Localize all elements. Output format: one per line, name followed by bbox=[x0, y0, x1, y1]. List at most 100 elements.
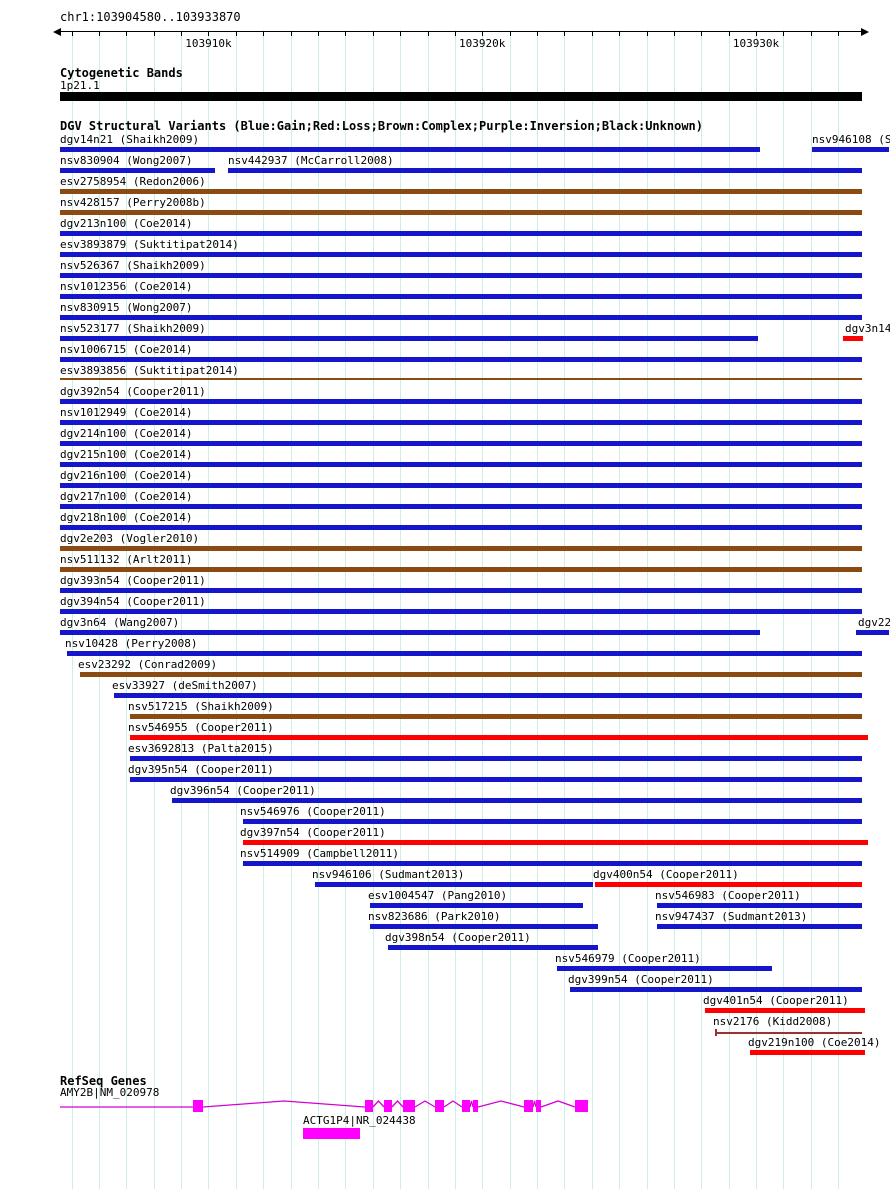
variant-bar[interactable] bbox=[60, 588, 862, 593]
variant-bar[interactable] bbox=[130, 756, 862, 761]
gene-exon[interactable] bbox=[384, 1100, 392, 1112]
variant-bar[interactable] bbox=[114, 693, 862, 698]
variant-label[interactable]: esv23292 (Conrad2009) bbox=[78, 658, 218, 671]
variant-label[interactable]: esv1004547 (Pang2010) bbox=[368, 889, 508, 902]
variant-bar[interactable] bbox=[60, 483, 862, 488]
variant-label[interactable]: dgv217n100 (Coe2014) bbox=[60, 490, 193, 503]
variant-label[interactable]: nsv514909 (Campbell2011) bbox=[240, 847, 399, 860]
variant-bar[interactable] bbox=[172, 798, 862, 803]
variant-label[interactable]: nsv511132 (Arlt2011) bbox=[60, 553, 193, 566]
variant-label[interactable]: esv3893856 (Suktitipat2014) bbox=[60, 364, 239, 377]
variant-bar[interactable] bbox=[370, 924, 598, 929]
variant-label[interactable]: nsv546979 (Cooper2011) bbox=[555, 952, 701, 965]
gene-exon[interactable] bbox=[365, 1100, 373, 1112]
gene-label[interactable]: ACTG1P4|NR_024438 bbox=[303, 1114, 416, 1127]
variant-label[interactable]: dgv219n100 (Coe2014) bbox=[748, 1036, 881, 1049]
variant-bar[interactable] bbox=[60, 567, 862, 572]
gene-exon[interactable] bbox=[536, 1100, 541, 1112]
variant-bar[interactable] bbox=[60, 147, 760, 152]
gene-exon[interactable] bbox=[403, 1100, 415, 1112]
variant-label[interactable]: dgv3n64 (Wang2007) bbox=[60, 616, 180, 629]
variant-bar[interactable] bbox=[570, 987, 862, 992]
variant-bar[interactable] bbox=[60, 462, 862, 467]
variant-bar[interactable] bbox=[315, 882, 593, 887]
gene-exon[interactable] bbox=[462, 1100, 470, 1112]
variant-bar[interactable] bbox=[595, 882, 862, 887]
variant-label[interactable]: dgv215n100 (Coe2014) bbox=[60, 448, 193, 461]
variant-bar[interactable] bbox=[80, 672, 862, 677]
variant-label[interactable]: esv33927 (deSmith2007) bbox=[112, 679, 258, 692]
variant-bar[interactable] bbox=[243, 861, 862, 866]
variant-bar[interactable] bbox=[657, 924, 862, 929]
variant-label[interactable]: dgv393n54 (Cooper2011) bbox=[60, 574, 206, 587]
variant-label[interactable]: esv3893879 (Suktitipat2014) bbox=[60, 238, 239, 251]
variant-bar[interactable] bbox=[60, 441, 862, 446]
variant-label[interactable]: nsv442937 (McCarroll2008) bbox=[228, 154, 394, 167]
variant-label[interactable]: nsv1006715 (Coe2014) bbox=[60, 343, 193, 356]
variant-label[interactable]: nsv823686 (Park2010) bbox=[368, 910, 501, 923]
variant-bar[interactable] bbox=[243, 840, 868, 845]
gene-exon[interactable] bbox=[524, 1100, 533, 1112]
variant-label[interactable]: dgv14n21 (Shaikh2009) bbox=[60, 133, 200, 146]
variant-bar[interactable] bbox=[557, 966, 772, 971]
variant-bar[interactable] bbox=[705, 1008, 865, 1013]
variant-bar[interactable] bbox=[856, 630, 889, 635]
variant-label[interactable]: nsv946106 (Sudmant2013) bbox=[312, 868, 465, 881]
variant-bar[interactable] bbox=[657, 903, 862, 908]
variant-label[interactable]: dgv394n54 (Cooper2011) bbox=[60, 595, 206, 608]
variant-label[interactable]: dgv396n54 (Cooper2011) bbox=[170, 784, 316, 797]
variant-bar[interactable] bbox=[750, 1050, 865, 1055]
variant-label[interactable]: nsv546976 (Cooper2011) bbox=[240, 805, 386, 818]
variant-bar[interactable] bbox=[60, 420, 862, 425]
variant-label[interactable]: esv3692813 (Palta2015) bbox=[128, 742, 274, 755]
variant-bar[interactable] bbox=[60, 231, 862, 236]
gene-exon[interactable] bbox=[435, 1100, 444, 1112]
variant-label[interactable]: dgv392n54 (Cooper2011) bbox=[60, 385, 206, 398]
variant-bar[interactable] bbox=[60, 252, 862, 257]
variant-bar[interactable] bbox=[60, 168, 215, 173]
variant-bar[interactable] bbox=[60, 336, 758, 341]
variant-label[interactable]: dgv213n100 (Coe2014) bbox=[60, 217, 193, 230]
variant-label[interactable]: nsv546955 (Cooper2011) bbox=[128, 721, 274, 734]
variant-bar[interactable] bbox=[60, 630, 760, 635]
variant-label[interactable]: dgv2e203 (Vogler2010) bbox=[60, 532, 200, 545]
variant-label[interactable]: nsv428157 (Perry2008b) bbox=[60, 196, 206, 209]
variant-bar[interactable] bbox=[243, 819, 862, 824]
variant-bar[interactable] bbox=[60, 546, 862, 551]
variant-bar[interactable] bbox=[60, 399, 862, 404]
variant-label[interactable]: dgv397n54 (Cooper2011) bbox=[240, 826, 386, 839]
variant-bar[interactable] bbox=[843, 336, 863, 341]
variant-bar[interactable] bbox=[60, 273, 862, 278]
variant-label[interactable]: nsv517215 (Shaikh2009) bbox=[128, 700, 274, 713]
variant-label[interactable]: nsv523177 (Shaikh2009) bbox=[60, 322, 206, 335]
variant-label[interactable]: dgv214n100 (Coe2014) bbox=[60, 427, 193, 440]
variant-label[interactable]: dgv3n14 bbox=[845, 322, 890, 335]
variant-label[interactable]: dgv400n54 (Cooper2011) bbox=[593, 868, 739, 881]
variant-label[interactable]: nsv526367 (Shaikh2009) bbox=[60, 259, 206, 272]
variant-bar[interactable] bbox=[60, 504, 862, 509]
variant-bar[interactable] bbox=[130, 777, 862, 782]
variant-bar[interactable] bbox=[130, 735, 868, 740]
variant-bar[interactable] bbox=[60, 357, 862, 362]
variant-bar[interactable] bbox=[60, 315, 862, 320]
variant-bar[interactable] bbox=[60, 189, 862, 194]
variant-label[interactable]: esv2758954 (Redon2006) bbox=[60, 175, 206, 188]
variant-label[interactable]: dgv398n54 (Cooper2011) bbox=[385, 931, 531, 944]
gene-label[interactable]: AMY2B|NM_020978 bbox=[60, 1086, 160, 1099]
variant-bar[interactable] bbox=[60, 525, 862, 530]
gene-exon[interactable] bbox=[473, 1100, 478, 1112]
gene-block[interactable] bbox=[303, 1128, 360, 1139]
variant-label[interactable]: dgv399n54 (Cooper2011) bbox=[568, 973, 714, 986]
variant-bar[interactable] bbox=[812, 147, 889, 152]
variant-label[interactable]: nsv1012356 (Coe2014) bbox=[60, 280, 193, 293]
gene-exon[interactable] bbox=[193, 1100, 203, 1112]
variant-label[interactable]: dgv216n100 (Coe2014) bbox=[60, 469, 193, 482]
variant-bar[interactable] bbox=[60, 210, 862, 215]
variant-bar[interactable] bbox=[130, 714, 862, 719]
variant-label[interactable]: nsv2176 (Kidd2008) bbox=[713, 1015, 833, 1028]
variant-label[interactable]: nsv830915 (Wong2007) bbox=[60, 301, 193, 314]
variant-label[interactable]: dgv22 bbox=[858, 616, 890, 629]
variant-label[interactable]: nsv10428 (Perry2008) bbox=[65, 637, 198, 650]
variant-bar[interactable] bbox=[388, 945, 598, 950]
variant-label[interactable]: nsv546983 (Cooper2011) bbox=[655, 889, 801, 902]
